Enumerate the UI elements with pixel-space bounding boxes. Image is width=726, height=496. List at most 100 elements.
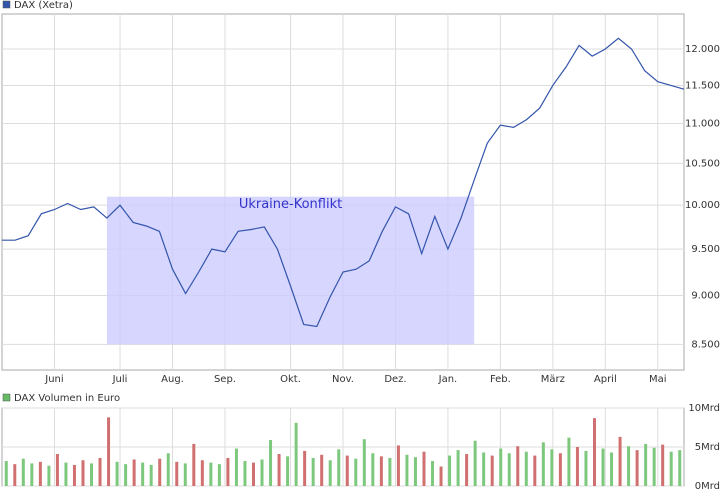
volume-bar bbox=[320, 454, 324, 486]
x-tick-label: Sep. bbox=[214, 374, 236, 385]
volume-bar bbox=[226, 457, 230, 486]
volume-bar bbox=[558, 453, 562, 486]
x-tick-label: Juli bbox=[112, 374, 128, 385]
volume-bar bbox=[610, 452, 614, 486]
volume-bar bbox=[405, 454, 409, 486]
volume-bar bbox=[567, 437, 571, 486]
volume-bar bbox=[234, 448, 238, 486]
volume-bar bbox=[328, 460, 332, 486]
legend-swatch bbox=[2, 0, 11, 9]
y-tick-label: 11.000 bbox=[685, 119, 720, 130]
volume-bar bbox=[465, 454, 469, 486]
volume-bar bbox=[550, 449, 554, 486]
y-tick-label: 9.500 bbox=[691, 244, 720, 255]
volume-bar bbox=[90, 463, 94, 486]
volume-bar bbox=[30, 463, 34, 486]
volume-bar bbox=[4, 461, 8, 486]
volume-bar bbox=[592, 418, 596, 486]
volume-bar bbox=[277, 454, 281, 486]
volume-bar bbox=[422, 451, 426, 486]
volume-bar bbox=[303, 450, 307, 486]
y-tick-label: 10.500 bbox=[685, 158, 720, 169]
volume-bar bbox=[601, 448, 605, 486]
x-tick-label: Jan. bbox=[438, 374, 458, 385]
volume-bar bbox=[175, 461, 179, 486]
volume-bar bbox=[345, 455, 349, 486]
y-tick-label: 8.500 bbox=[691, 339, 720, 350]
volume-bar bbox=[627, 446, 631, 486]
volume-bar bbox=[669, 451, 673, 486]
volume-bar bbox=[158, 458, 162, 486]
volume-bar bbox=[678, 450, 682, 486]
volume-bar bbox=[13, 464, 17, 486]
volume-bar bbox=[55, 454, 59, 486]
volume-bar bbox=[243, 461, 247, 486]
volume-bar bbox=[141, 462, 145, 486]
volume-bar bbox=[499, 448, 503, 486]
volume-bar bbox=[311, 457, 315, 486]
volume-bar bbox=[362, 439, 366, 486]
volume-bar bbox=[132, 459, 136, 486]
volume-bar bbox=[294, 422, 298, 486]
y-tick-label: 10.000 bbox=[685, 200, 720, 211]
volume-bar bbox=[200, 460, 204, 486]
annotation-region bbox=[106, 196, 475, 345]
volume-bar bbox=[635, 450, 639, 486]
volume-bar bbox=[217, 464, 221, 486]
volume-bar bbox=[354, 458, 358, 486]
y-tick-label: 0Mrd bbox=[695, 481, 720, 492]
x-tick-label: Mai bbox=[649, 374, 667, 385]
x-tick-label: Dez. bbox=[384, 374, 406, 385]
volume-bar bbox=[456, 450, 460, 486]
y-tick-label: 9.000 bbox=[691, 290, 720, 301]
volume-bar bbox=[98, 457, 102, 486]
x-tick-label: Okt. bbox=[280, 374, 301, 385]
x-tick-label: April bbox=[594, 374, 617, 385]
x-tick-label: Feb. bbox=[490, 374, 511, 385]
volume-bar bbox=[507, 453, 511, 486]
volume-bar bbox=[183, 463, 187, 486]
volume-bar bbox=[371, 453, 375, 486]
volume-bar bbox=[81, 460, 85, 486]
volume-bar bbox=[38, 461, 42, 486]
volume-bar bbox=[72, 464, 76, 486]
volume-bar bbox=[396, 445, 400, 486]
volume-bar bbox=[575, 447, 579, 486]
volume-bar bbox=[192, 443, 196, 486]
legend-label: DAX Volumen in Euro bbox=[14, 393, 120, 404]
volume-bar bbox=[21, 458, 25, 486]
y-tick-label: 11.500 bbox=[685, 80, 720, 91]
volume-bar bbox=[388, 457, 392, 486]
volume-bar bbox=[413, 457, 417, 486]
volume-bar bbox=[115, 461, 119, 486]
volume-bar bbox=[47, 465, 51, 486]
volume-bar bbox=[533, 455, 537, 486]
x-tick-label: Nov. bbox=[332, 374, 354, 385]
volume-bar bbox=[251, 462, 255, 486]
volume-bar bbox=[260, 459, 264, 486]
volume-bar bbox=[482, 452, 486, 486]
volume-bar bbox=[661, 444, 665, 486]
volume-bar bbox=[379, 456, 383, 486]
legend-label: DAX (Xetra) bbox=[14, 0, 73, 11]
volume-bar bbox=[337, 449, 341, 486]
y-tick-label: 10Mrd bbox=[688, 403, 720, 414]
volume-bar bbox=[473, 440, 477, 486]
volume-bar bbox=[490, 455, 494, 486]
x-tick-label: März bbox=[541, 374, 565, 385]
volume-bar bbox=[286, 456, 290, 486]
volume-bar bbox=[644, 443, 648, 486]
volume-bar bbox=[431, 461, 435, 486]
x-tick-label: Aug. bbox=[161, 374, 184, 385]
volume-bar bbox=[448, 455, 452, 486]
price-line bbox=[2, 37, 685, 328]
volume-bar bbox=[618, 436, 622, 486]
volume-bar bbox=[584, 450, 588, 486]
volume-bar bbox=[64, 462, 68, 486]
volume-bar bbox=[124, 464, 128, 486]
annotation-label: Ukraine-Konflikt bbox=[239, 197, 342, 212]
volume-bar bbox=[209, 462, 213, 486]
volume-bar bbox=[652, 447, 656, 486]
